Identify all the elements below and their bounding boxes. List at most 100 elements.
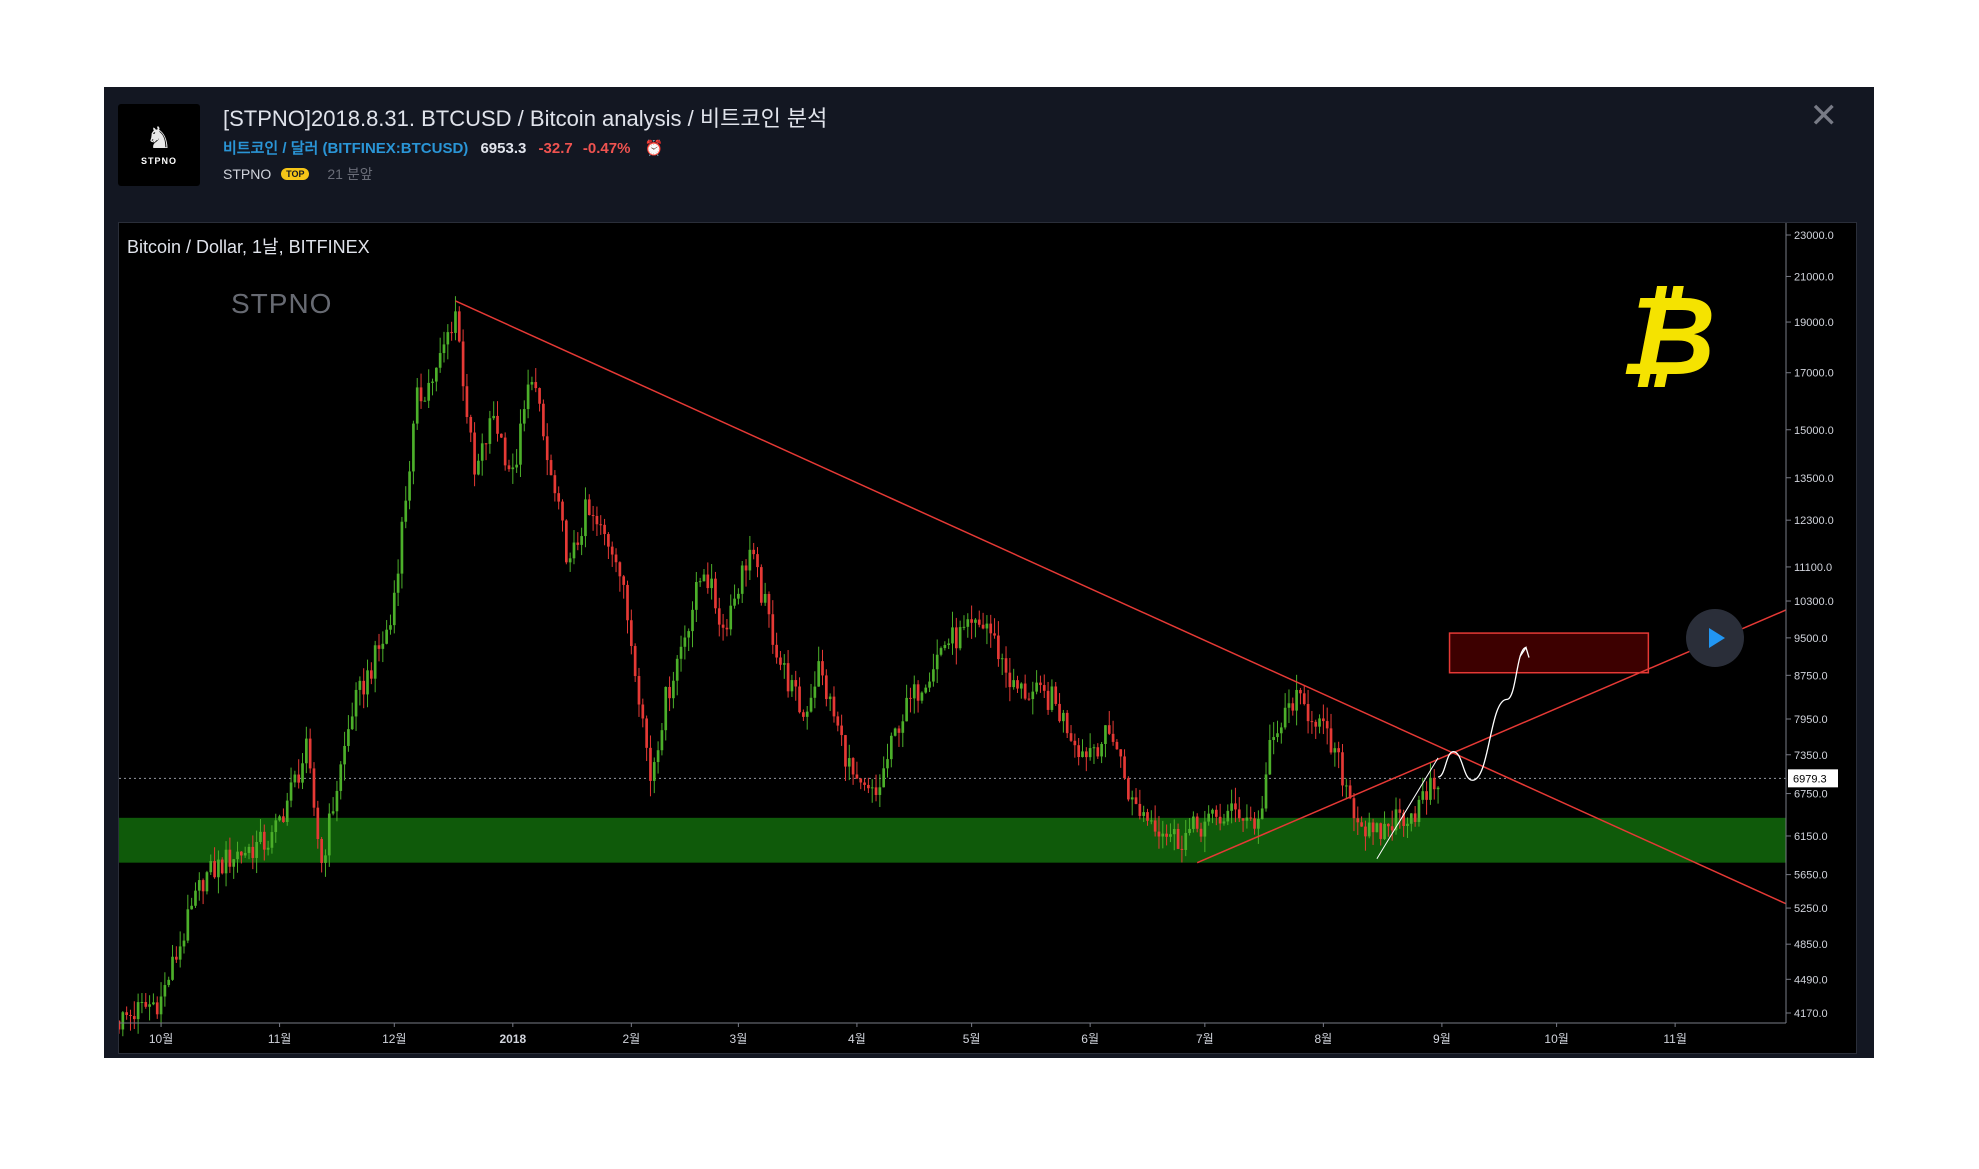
candle-body (874, 787, 878, 795)
play-button[interactable] (1686, 609, 1744, 667)
price-axis-label: 11100.0 (1794, 562, 1832, 574)
candle-body (1360, 822, 1363, 827)
candle-body (1180, 848, 1184, 850)
candle-body (836, 716, 840, 726)
play-icon (1709, 628, 1725, 648)
candle-body (1260, 808, 1264, 820)
candle-body (905, 697, 908, 722)
candle-body (492, 415, 496, 419)
price-axis-label: 15000.0 (1794, 425, 1834, 437)
candle-body (266, 847, 270, 850)
candle-body (626, 584, 629, 621)
candle-body (515, 464, 518, 468)
candle-body (779, 657, 782, 665)
candle-body (748, 549, 752, 571)
candle-body (1352, 798, 1356, 819)
candle-body (878, 787, 882, 795)
price-axis-label: 23000.0 (1794, 230, 1834, 242)
candle-body (454, 311, 457, 333)
author-avatar[interactable]: ♞ STPNO (118, 104, 200, 186)
candle-body (1295, 689, 1298, 711)
price-axis-label: 8750.0 (1794, 670, 1828, 682)
candle-body (1279, 727, 1283, 734)
avatar-logo-text: STPNO (140, 156, 177, 166)
candle-body (274, 820, 278, 833)
candle-body (1421, 791, 1425, 800)
candle-body (465, 386, 469, 418)
candle-body (832, 696, 836, 717)
candle-body (1012, 680, 1016, 688)
candle-body (920, 692, 924, 701)
candle-body (339, 764, 343, 791)
candle-body (358, 680, 362, 690)
candle-body (152, 1002, 155, 1005)
candle-body (396, 573, 400, 593)
candle-body (522, 409, 526, 424)
candle-body (1375, 823, 1379, 833)
candle-body (889, 735, 893, 760)
symbol-link[interactable]: 비트코인 / 달러 (BITFINEX:BTCUSD) (223, 140, 469, 157)
candle-body (232, 859, 236, 867)
candle-body (610, 546, 614, 555)
candle-body (389, 625, 392, 630)
candle-body (1337, 748, 1341, 753)
candle-body (947, 643, 951, 646)
candle-body (278, 816, 281, 821)
candle-body (664, 686, 668, 731)
candle-body (1096, 747, 1100, 757)
candle-body (197, 880, 201, 891)
candle-body (1417, 799, 1421, 822)
candle-body (450, 332, 453, 334)
candle-body (599, 524, 603, 526)
candle-body (484, 443, 488, 445)
candle-body (1402, 812, 1405, 827)
candle-body (1245, 817, 1249, 821)
candle-body (645, 718, 648, 748)
candle-body (408, 471, 411, 501)
current-price-box (1788, 769, 1838, 788)
candle-body (958, 627, 962, 649)
price-axis-label: 7350.0 (1794, 750, 1828, 762)
candle-body (1199, 828, 1203, 837)
candle-body (335, 790, 339, 812)
candle-body (1035, 682, 1038, 692)
candle-body (1253, 818, 1256, 829)
candle-body (1077, 745, 1081, 758)
candle-body (641, 704, 645, 719)
candle-body (1390, 826, 1394, 831)
candle-body (534, 382, 538, 389)
alarm-clock-icon[interactable]: ⏰ (644, 140, 664, 157)
candle-body (362, 680, 366, 695)
symbol-change-percent: -0.47% (582, 140, 631, 157)
author-name[interactable]: STPNO (223, 166, 272, 182)
close-icon[interactable]: ✕ (1809, 97, 1839, 135)
candle-body (756, 554, 759, 568)
candle-body (205, 872, 209, 892)
candle-body (144, 1002, 148, 1007)
candle-body (683, 637, 687, 647)
candle-body (1019, 683, 1023, 689)
time-axis-label: 10월 (149, 1032, 173, 1046)
candle-body (553, 475, 557, 494)
candle-body (1325, 721, 1329, 729)
candle-body (457, 311, 461, 342)
candle-body (136, 1002, 140, 1020)
idea-title: [STPNO]2018.8.31. BTCUSD / Bitcoin analy… (223, 106, 828, 131)
candle-body (347, 729, 350, 746)
idea-panel: ♞ STPNO [STPNO]2018.8.31. BTCUSD / Bitco… (104, 87, 1874, 1058)
candle-body (217, 859, 220, 878)
candle-body (1176, 828, 1180, 849)
candle-body (255, 841, 258, 858)
candle-body (519, 423, 522, 465)
candle-body (461, 341, 465, 387)
candle-body (316, 807, 320, 840)
chart-area[interactable]: 23000.0 21000.0 19000.0 17000.0 15000.0 13500… (118, 222, 1857, 1054)
candle-body (855, 774, 859, 779)
candle-body (1000, 658, 1004, 660)
candle-body (1211, 809, 1214, 814)
candle-body (997, 635, 1000, 660)
price-axis-label: 6150.0 (1794, 831, 1828, 843)
candle-body (924, 687, 928, 693)
candle-body (1127, 778, 1130, 800)
candle-body (1062, 712, 1065, 722)
